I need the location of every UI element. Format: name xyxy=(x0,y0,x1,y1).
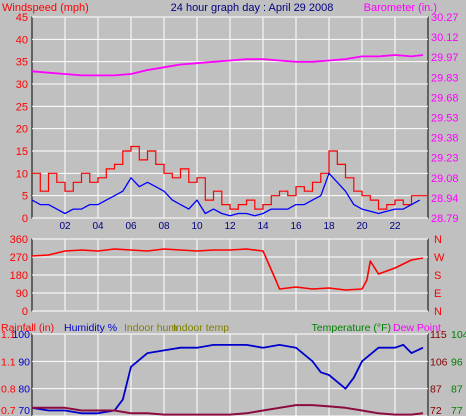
indoor-hum-label: Indoor hum xyxy=(124,322,177,334)
barometer-tick-label: 29.38 xyxy=(431,133,459,145)
dew-point-tick-label: 104 xyxy=(451,329,466,341)
compass-tick-label: E xyxy=(434,288,441,300)
time-tick-label: 18 xyxy=(323,221,335,232)
temperature-tick-label: 72 xyxy=(430,405,442,416)
direction-tick-label: 270 xyxy=(10,252,28,264)
time-tick-label: 12 xyxy=(224,221,236,232)
rainfall-tick-label: 0.7 xyxy=(1,405,16,416)
humidity-tick-label: 90 xyxy=(18,356,30,368)
compass-tick-label: N xyxy=(434,234,442,246)
compass-tick-label: W xyxy=(434,252,445,264)
temperature-line xyxy=(32,404,424,416)
time-tick-label: 16 xyxy=(290,221,302,232)
time-tick-label: 06 xyxy=(125,221,137,232)
dew-point-axis-label: Dew Point xyxy=(393,322,441,334)
temperature-axis-label: Temperature (°F) xyxy=(312,322,391,334)
direction-tick-label: 0 xyxy=(22,306,28,318)
windspeed-tick-label: 10 xyxy=(16,168,28,180)
barometer-tick-label: 30.12 xyxy=(431,32,459,44)
windspeed-tick-label: 30 xyxy=(16,79,28,91)
rainfall-tick-label: 1.1 xyxy=(1,356,16,368)
time-tick-label: 20 xyxy=(356,221,368,232)
windspeed-tick-label: 40 xyxy=(16,34,28,46)
humidity-axis-label: Humidity % xyxy=(64,322,117,334)
humidity-tick-label: 70 xyxy=(18,405,30,416)
barometer-axis-label: Barometer (in.) xyxy=(364,2,437,14)
compass-tick-label: N xyxy=(434,306,442,318)
wind-direction-line xyxy=(31,248,424,291)
wind-gust-line xyxy=(32,145,428,210)
barometer-tick-label: 29.83 xyxy=(431,72,459,84)
humidity-tick-label: 80 xyxy=(18,384,30,396)
dew-point-tick-label: 87 xyxy=(451,384,463,396)
time-tick-label: 10 xyxy=(191,221,203,232)
rainfall-axis-label: Rainfall (in) xyxy=(1,322,54,334)
compass-tick-label: S xyxy=(434,270,441,282)
temperature-tick-label: 106 xyxy=(430,356,448,368)
windspeed-tick-label: 5 xyxy=(22,191,28,203)
direction-tick-label: 90 xyxy=(16,288,28,300)
rainfall-tick-label: 0.8 xyxy=(1,384,16,396)
barometer-line xyxy=(31,54,424,77)
direction-tick-label: 360 xyxy=(10,234,28,246)
barometer-tick-label: 30.27 xyxy=(431,12,459,24)
dew-point-tick-label: 77 xyxy=(451,405,463,416)
time-tick-label: 14 xyxy=(257,221,269,232)
indoor-temp-label: Indoor temp xyxy=(173,322,229,334)
temperature-tick-label: 87 xyxy=(430,384,442,396)
humidity-tick-label: 100 xyxy=(12,329,30,341)
chart-title: 24 hour graph day : April 29 2008 xyxy=(171,2,334,14)
barometer-tick-label: 29.08 xyxy=(431,173,459,185)
time-tick-label: 08 xyxy=(158,221,170,232)
direction-tick-label: 180 xyxy=(10,270,28,282)
windspeed-tick-label: 20 xyxy=(16,124,28,136)
windspeed-tick-label: 25 xyxy=(16,101,28,113)
windspeed-tick-label: 35 xyxy=(16,57,28,69)
barometer-tick-label: 29.97 xyxy=(431,52,459,64)
dew-point-tick-label: 96 xyxy=(451,356,463,368)
windspeed-axis-label: Windspeed (mph) xyxy=(2,2,89,14)
time-tick-label: 02 xyxy=(59,221,71,232)
barometer-tick-label: 28.79 xyxy=(431,213,459,225)
temperature-tick-label: 115 xyxy=(430,329,447,341)
windspeed-tick-label: 0 xyxy=(22,213,28,225)
windspeed-tick-label: 15 xyxy=(16,146,28,158)
barometer-tick-label: 29.68 xyxy=(431,92,459,104)
barometer-tick-label: 28.94 xyxy=(431,193,459,205)
time-tick-label: 04 xyxy=(92,221,104,232)
rainfall-tick-label: 1.1 xyxy=(1,329,16,341)
barometer-tick-label: 29.53 xyxy=(431,113,459,125)
barometer-tick-label: 29.23 xyxy=(431,153,459,165)
time-tick-label: 22 xyxy=(389,221,401,232)
windspeed-tick-label: 45 xyxy=(16,12,28,24)
wind-average-line xyxy=(31,172,421,217)
